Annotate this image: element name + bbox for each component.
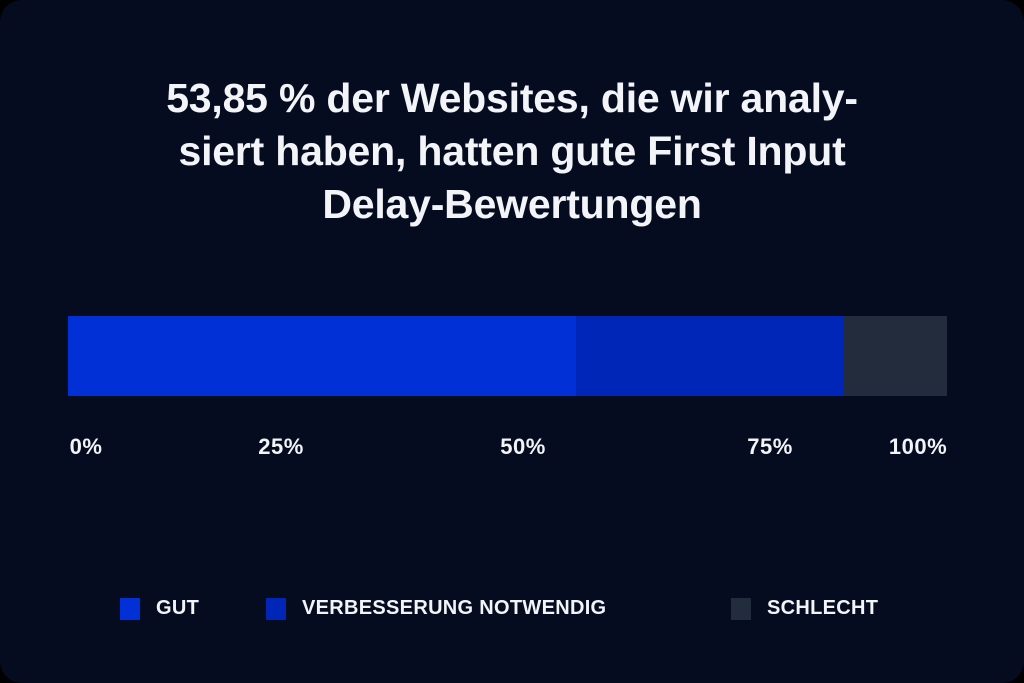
bar-segment-2 <box>843 316 947 396</box>
title-line: Delay-Bewertungen <box>322 181 702 227</box>
title-line: 53,85 % der Websites, die wir analy- <box>166 75 858 121</box>
bar-segment-0 <box>68 316 577 396</box>
tick-label-50: 50% <box>500 434 546 459</box>
legend-swatch <box>266 597 286 620</box>
legend-swatch <box>120 597 140 620</box>
tick-label-0: 0% <box>69 434 103 459</box>
chart-title: 53,85 % der Websites, die wir analy- sie… <box>90 72 934 231</box>
legend-item-verbesserung: VERBESSERUNG NOTWENDIG <box>266 597 606 620</box>
legend-item-gut: GUT <box>120 597 199 620</box>
legend-label: GUT <box>156 597 200 619</box>
tick-label-100: 100% <box>888 434 948 459</box>
tick-label-75: 75% <box>747 434 793 459</box>
legend-item-schlecht: SCHLECHT <box>731 597 878 620</box>
legend-label: SCHLECHT <box>767 597 879 619</box>
stacked-bar <box>68 316 947 396</box>
title-line: siert haben, hatten gute First Input <box>178 128 846 174</box>
legend-label: VERBESSERUNG NOTWENDIG <box>302 597 607 619</box>
tick-label-25: 25% <box>258 434 304 459</box>
bar-segment-1 <box>576 316 844 396</box>
legend-swatch <box>731 597 751 620</box>
